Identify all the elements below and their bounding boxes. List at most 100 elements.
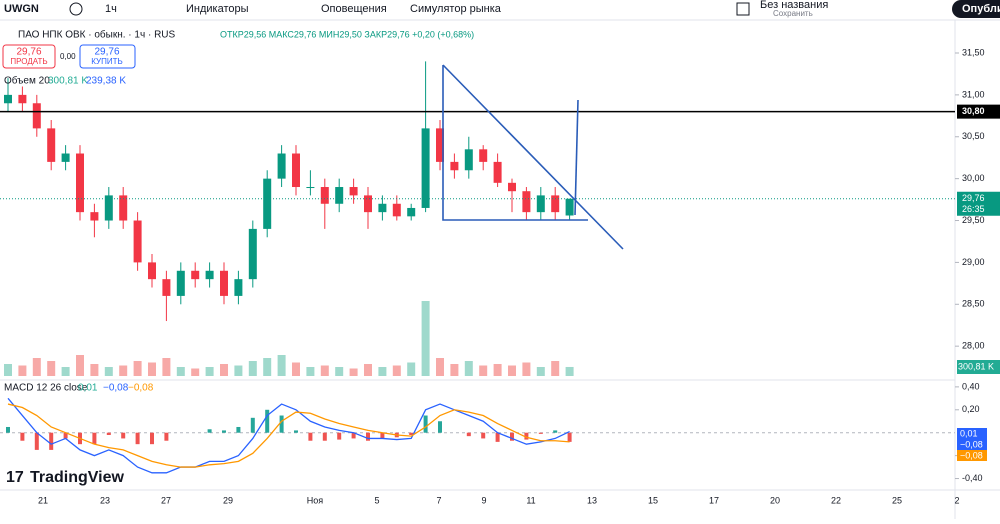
candle-body — [119, 195, 128, 221]
candle-body — [493, 161, 502, 183]
x-tick-label: 23 — [100, 495, 110, 505]
candle-body — [205, 270, 214, 280]
toolbar: UWGN 1ч Индикаторы Оповещения Симулятор … — [0, 0, 1000, 21]
x-tick-label: 29 — [223, 495, 233, 505]
buy-price[interactable]: 29,76 — [94, 47, 119, 58]
publish-button[interactable] — [952, 0, 1000, 18]
candle-body — [162, 279, 171, 296]
candle-body — [277, 153, 286, 179]
volume-bar — [306, 367, 315, 376]
x-tick-label: 13 — [587, 495, 597, 505]
symbol[interactable]: UWGN — [4, 3, 39, 15]
candle-body — [292, 153, 300, 188]
volume-bar — [436, 358, 444, 376]
volume-bar — [292, 362, 300, 376]
x-tick-label: 11 — [526, 495, 535, 505]
histogram-bar — [438, 421, 442, 433]
volume-bar — [248, 361, 257, 376]
macd-title: MACD 12 26 close — [4, 383, 88, 394]
volume-title: Объем 20 — [4, 75, 50, 87]
x-tick-label: 27 — [161, 495, 171, 505]
replay[interactable]: Симулятор рынка — [410, 3, 502, 15]
candle-body — [90, 212, 99, 221]
signal-value: −0,08 — [103, 383, 129, 394]
candle-body — [4, 94, 12, 104]
volume-bar — [234, 365, 243, 376]
histogram-bar — [236, 426, 241, 433]
buy-button[interactable] — [79, 44, 136, 69]
histogram-bar — [164, 432, 169, 441]
volume-bar — [364, 364, 372, 376]
trend-line — [442, 64, 624, 250]
histogram-bar — [351, 432, 356, 439]
volume-bar — [421, 301, 430, 376]
alerts[interactable]: Оповещения — [321, 3, 387, 15]
candle-body — [349, 187, 358, 196]
candle-body — [551, 195, 560, 213]
price-label-box — [957, 428, 987, 439]
volume-bar — [508, 365, 516, 376]
candle-body — [522, 191, 531, 213]
y-tick-label: 31,50 — [962, 47, 985, 57]
histogram-bar — [538, 432, 543, 434]
candle-body — [450, 161, 459, 171]
candle-body — [263, 178, 272, 229]
volume-bar — [522, 362, 531, 376]
volume-bar — [536, 367, 545, 376]
projection-line — [574, 99, 579, 216]
histogram-bar — [294, 430, 298, 433]
indicators[interactable]: Индикаторы — [186, 3, 249, 15]
candle-body — [104, 195, 113, 221]
macd-axis-label: −0,08 — [960, 439, 983, 449]
histogram-bar — [106, 432, 111, 435]
volume-bar — [32, 358, 41, 376]
histogram-bar — [524, 432, 529, 440]
drawings — [442, 64, 624, 250]
macd-axis-label: −0,08 — [960, 450, 983, 460]
checkbox[interactable] — [736, 2, 750, 16]
candle-body — [61, 153, 70, 162]
price-label-box — [957, 450, 987, 461]
histogram-bar — [308, 432, 313, 441]
y-tick-label: 28,00 — [962, 341, 985, 351]
publish-label[interactable]: Опубли — [962, 3, 1000, 15]
y-tick-label: 0,20 — [962, 404, 980, 414]
y-tick-label: 0,40 — [962, 381, 980, 391]
candle-body — [306, 187, 315, 189]
histogram-bar — [222, 430, 226, 433]
sell-price[interactable]: 29,76 — [16, 47, 41, 58]
histogram-bar — [366, 432, 370, 441]
candle-body — [320, 187, 329, 204]
layout-save[interactable]: Сохранить — [773, 9, 813, 18]
volume-bar — [191, 368, 200, 376]
buy-label[interactable]: КУПИТЬ — [91, 57, 122, 66]
volume-ma: 239,38 K — [86, 76, 126, 87]
volume-bar — [349, 368, 358, 376]
last-price: 29,76 — [962, 193, 985, 203]
legend: ПАО НПК ОВК · обыкн. · 1ч · RUS ОТКР29,5… — [2, 29, 474, 486]
candle-body — [335, 187, 344, 204]
interval[interactable]: 1ч — [105, 3, 117, 15]
triangle-base — [442, 65, 588, 221]
volume-value: 300,81 K — [48, 76, 88, 87]
candle-body — [392, 203, 401, 217]
countdown: 26:35 — [962, 204, 985, 214]
x-tick-label: 7 — [436, 495, 441, 505]
add-symbol[interactable] — [69, 2, 83, 16]
y-tick-label: 30,50 — [962, 131, 985, 141]
sell-label[interactable]: ПРОДАТЬ — [10, 57, 47, 66]
sell-button[interactable] — [2, 44, 56, 69]
volume-bar — [320, 365, 329, 376]
histogram-bar — [63, 432, 68, 439]
layout-name[interactable]: Без названия — [760, 0, 828, 11]
candle-body — [508, 182, 516, 192]
y-tick-label: 29,50 — [962, 215, 985, 225]
candle-body — [421, 128, 430, 208]
histogram-bar — [34, 432, 39, 450]
macd-line — [7, 403, 570, 468]
volume-bar — [4, 364, 12, 376]
price-label-box — [957, 360, 1000, 374]
volume-bar — [263, 358, 272, 376]
candle-body — [248, 228, 257, 280]
